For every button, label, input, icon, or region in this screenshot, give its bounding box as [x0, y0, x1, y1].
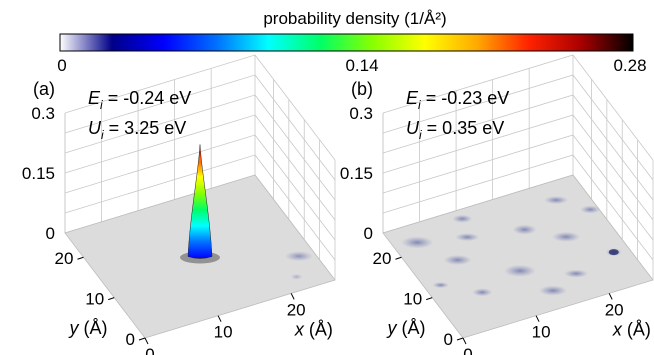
colorbar: probability density (1/Å²) 0 0.14 0.28 — [57, 9, 646, 75]
density-blob — [455, 233, 480, 242]
density-blob — [580, 205, 601, 214]
y-tick-label: 10 — [403, 290, 422, 309]
x-tick-label: 20 — [287, 300, 306, 319]
x-tick — [462, 337, 467, 345]
panel-label: (b) — [351, 79, 373, 99]
surface-floor — [382, 174, 654, 339]
y-tick — [456, 337, 464, 341]
z-tick-label: 0.15 — [22, 164, 55, 183]
density-blob — [443, 255, 472, 265]
axis-grid — [64, 54, 336, 281]
density-spot — [608, 249, 619, 256]
x-tick-label: 10 — [532, 323, 551, 342]
y-tick-label: 0 — [126, 330, 135, 349]
x-tick — [608, 293, 613, 300]
panel-label: (a) — [33, 79, 55, 99]
density-blob — [503, 264, 536, 277]
energy-annotation: Ei = -0.24 eV — [88, 88, 191, 112]
colorbar-tick-0: 0 — [57, 56, 66, 75]
y-tick — [138, 337, 146, 341]
colorbar-tick-1: 0.14 — [345, 56, 378, 75]
colorbar-tick-2: 0.28 — [613, 56, 646, 75]
density-blob — [552, 231, 581, 242]
colorbar-label: probability density (1/Å²) — [263, 9, 446, 28]
z-tick-label: 0.3 — [349, 104, 373, 123]
x-tick-label: 0 — [145, 345, 154, 355]
density-blob — [401, 236, 434, 249]
z-tick-label: 0.3 — [31, 104, 55, 123]
x-tick — [144, 337, 149, 345]
y-tick-label: 0 — [444, 330, 453, 349]
y-tick — [108, 297, 115, 301]
density-blob — [432, 282, 449, 289]
y-tick-label: 10 — [85, 290, 104, 309]
y-tick-label: 20 — [55, 249, 74, 268]
y-tick — [426, 297, 433, 301]
density-blob — [290, 273, 303, 280]
x-tick-label: 20 — [605, 300, 624, 319]
x-tick-label: 10 — [214, 323, 233, 342]
interaction-annotation: Ui = 0.35 eV — [406, 118, 504, 142]
y-axis-label: y (Å) — [68, 318, 108, 338]
x-tick — [535, 315, 540, 322]
x-axis-label: x (Å) — [612, 320, 651, 340]
density-blob — [452, 214, 473, 223]
interaction-annotation: Ui = 3.25 eV — [88, 118, 186, 142]
x-tick — [217, 315, 222, 322]
y-axis-label: y (Å) — [386, 318, 426, 338]
density-blob — [472, 288, 493, 297]
x-axis-label: x (Å) — [294, 320, 333, 340]
z-tick-label: 0 — [46, 224, 55, 243]
y-tick-label: 20 — [373, 249, 392, 268]
y-tick — [395, 256, 402, 260]
density-blob — [564, 269, 589, 278]
density-blob — [544, 196, 569, 205]
x-tick — [290, 293, 295, 300]
y-tick — [77, 256, 84, 260]
density-blob — [284, 251, 313, 262]
energy-annotation: Ei = -0.23 eV — [406, 88, 509, 112]
z-tick-label: 0.15 — [340, 164, 373, 183]
z-tick-label: 0 — [364, 224, 373, 243]
colorbar-gradient — [59, 33, 634, 52]
x-tick-label: 0 — [463, 345, 472, 355]
density-blob — [539, 285, 567, 296]
density-blob — [512, 224, 537, 235]
peak-surface — [187, 144, 213, 259]
